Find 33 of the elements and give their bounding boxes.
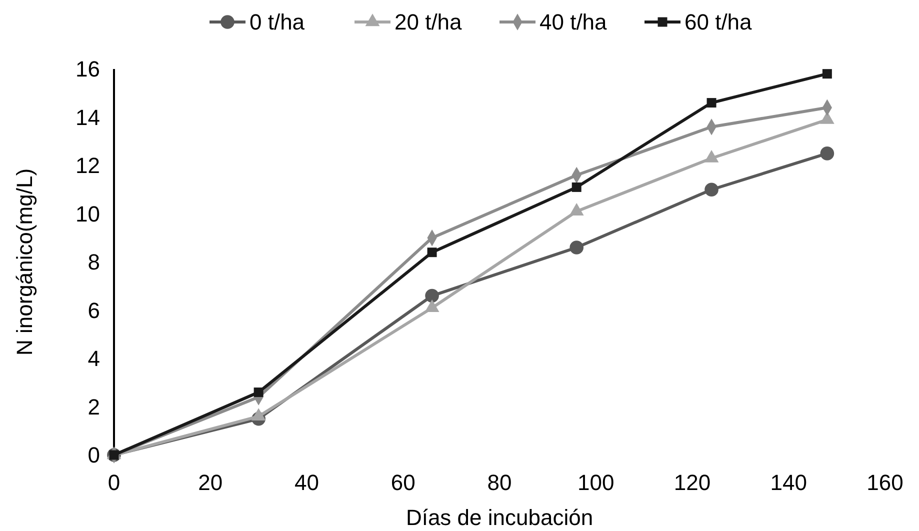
y-tick-label: 16 [76, 56, 100, 82]
y-tick-label: 2 [88, 394, 100, 420]
x-tick-label: 140 [770, 470, 807, 495]
point [820, 146, 834, 160]
legend-label: 60 t/ha [684, 10, 753, 35]
point [254, 388, 264, 398]
x-tick-label: 40 [294, 470, 319, 495]
x-axis-title: Días de incubación [406, 505, 594, 530]
legend-label: 20 t/ha [394, 10, 463, 35]
x-tick-label: 60 [390, 470, 416, 495]
y-tick-label: 10 [76, 201, 100, 226]
y-axis-title: N inorgánico(mg/L) [12, 168, 37, 356]
y-tick-label: 4 [88, 346, 100, 372]
point [704, 182, 718, 197]
legend-label: 0 t/ha [250, 10, 306, 35]
x-tick-label: 160 [866, 470, 904, 495]
point [706, 98, 716, 108]
x-tick-label: 120 [674, 470, 711, 495]
y-tick-label: 6 [88, 298, 100, 323]
y-tick-label: 8 [88, 250, 100, 275]
point [427, 248, 437, 258]
x-tick-label: 100 [578, 470, 614, 495]
legend-label: 40 t/ha [540, 10, 608, 35]
point [570, 240, 584, 254]
y-tick-label: 0 [88, 442, 100, 468]
point [425, 288, 439, 303]
x-tick-label: 0 [108, 470, 120, 495]
point [572, 182, 582, 192]
point [822, 69, 832, 79]
y-tick-label: 14 [76, 104, 100, 130]
x-tick-label: 80 [487, 470, 512, 495]
x-tick-label: 20 [198, 470, 223, 495]
y-tick-label: 12 [76, 153, 100, 178]
